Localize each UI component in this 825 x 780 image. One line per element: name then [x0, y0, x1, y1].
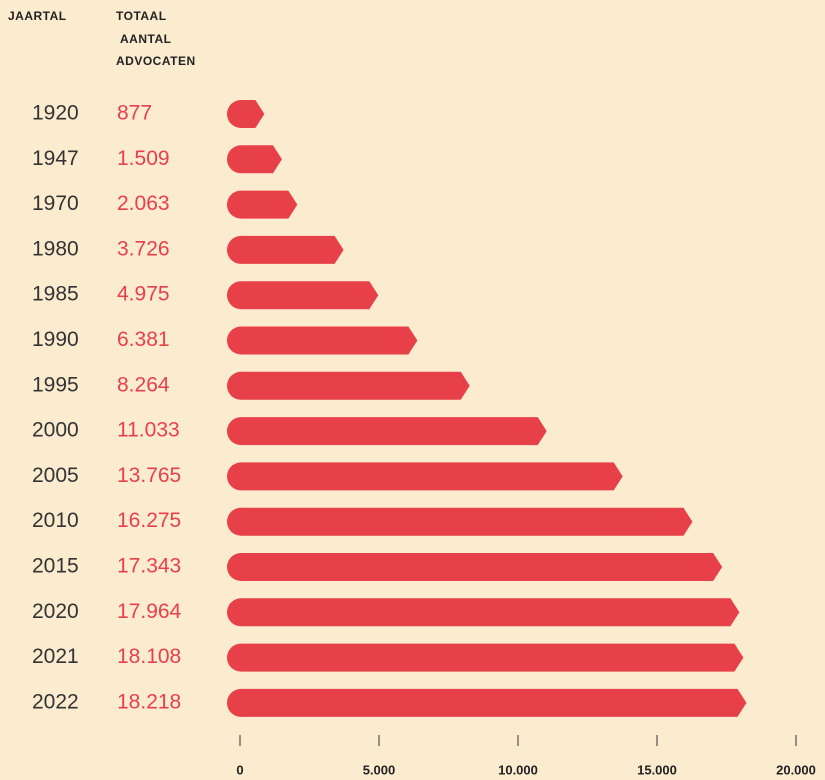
- bar: [227, 371, 470, 400]
- year-label: 2000: [32, 419, 79, 442]
- total-header: TOTAAL: [116, 9, 167, 23]
- bar: [227, 688, 747, 717]
- bar: [227, 553, 723, 581]
- bar: [227, 417, 547, 446]
- year-label: 1990: [32, 328, 79, 351]
- value-label: 11.033: [117, 419, 180, 442]
- year-label: 2015: [32, 555, 79, 578]
- total-header: ADVOCATEN: [116, 54, 196, 68]
- x-tick-label: 5.000: [363, 762, 396, 777]
- year-label: 2021: [32, 645, 79, 668]
- value-label: 6.381: [117, 328, 170, 351]
- year-header: JAARTAL: [8, 9, 67, 23]
- bar: [227, 281, 379, 310]
- year-label: 2010: [32, 509, 79, 532]
- value-label: 3.726: [117, 237, 170, 260]
- x-tick-label: 20.000: [776, 762, 816, 777]
- year-label: 1970: [32, 192, 79, 215]
- year-label: 1980: [32, 237, 79, 260]
- value-label: 17.343: [117, 555, 181, 578]
- value-label: 17.964: [117, 600, 182, 623]
- year-label: 1995: [32, 373, 79, 396]
- value-label: 2.063: [117, 192, 170, 215]
- bar: [227, 462, 623, 491]
- total-header: AANTAL: [120, 32, 171, 46]
- year-label: 1920: [32, 102, 79, 125]
- bar: [227, 643, 744, 672]
- value-label: 18.218: [117, 690, 181, 713]
- value-label: 4.975: [117, 283, 170, 306]
- x-tick-label: 15.000: [637, 762, 677, 777]
- year-label: 2020: [32, 600, 79, 623]
- year-label: 2005: [32, 464, 79, 487]
- bar: [227, 145, 282, 174]
- value-label: 18.108: [117, 645, 181, 668]
- bar: [227, 190, 298, 219]
- year-label: 2022: [32, 690, 79, 713]
- value-label: 877: [117, 102, 152, 125]
- bar: [227, 326, 418, 355]
- year-label: 1947: [32, 147, 79, 170]
- value-label: 13.765: [117, 464, 181, 487]
- value-label: 1.509: [117, 147, 170, 170]
- value-label: 16.275: [117, 509, 181, 532]
- year-label: 1985: [32, 283, 79, 306]
- x-tick-label: 10.000: [498, 762, 538, 777]
- bar: [227, 598, 740, 627]
- bar: [227, 235, 344, 264]
- bar: [227, 100, 265, 128]
- x-tick-label: 0: [236, 762, 243, 777]
- bar: [227, 507, 693, 536]
- value-label: 8.264: [117, 373, 170, 396]
